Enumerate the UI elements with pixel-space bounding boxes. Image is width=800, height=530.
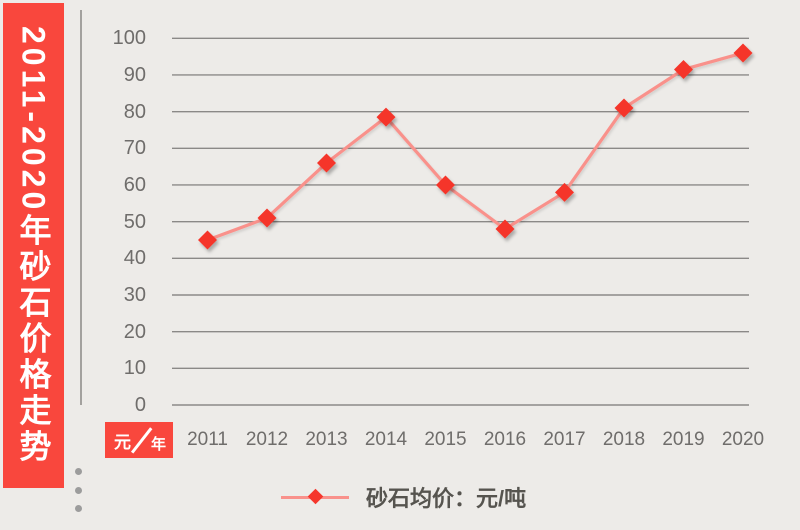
title-banner: 2011-2020年砂石价格走势 — [3, 3, 64, 488]
y-tick-label: 60 — [123, 173, 146, 196]
price-series-markers — [198, 43, 753, 250]
legend-diamond-icon — [307, 488, 324, 504]
data-point-diamond — [733, 43, 753, 63]
legend: 砂石均价：元/吨 — [281, 481, 526, 513]
y-tick-label: 80 — [123, 100, 146, 123]
data-point-diamond — [614, 98, 634, 118]
decorative-dot — [75, 487, 82, 494]
y-tick-label: 10 — [123, 357, 146, 380]
data-point-diamond — [317, 153, 336, 173]
data-point-diamond — [376, 107, 396, 127]
page-title: 2011-2020年砂石价格走势 — [15, 25, 52, 466]
legend-label: 砂石均价：元/吨 — [366, 486, 527, 511]
data-point-diamond — [436, 175, 455, 195]
y-tick-label: 30 — [123, 283, 146, 306]
x-tick-label: 2014 — [364, 429, 408, 450]
value-unit-label: 元 — [114, 433, 131, 452]
series-polyline — [205, 51, 745, 242]
data-point-diamond — [674, 59, 693, 79]
decorative-dot — [75, 468, 82, 475]
x-tick-label: 2013 — [305, 429, 348, 450]
legend-line-swatch — [281, 488, 349, 504]
y-tick-label: 20 — [123, 320, 146, 343]
data-point-diamond — [198, 230, 217, 250]
axis-unit-box: 元 年 — [105, 422, 173, 458]
x-tick-label: 2011 — [187, 429, 228, 450]
x-tick-label: 2015 — [424, 429, 467, 450]
x-tick-label: 2018 — [602, 429, 646, 450]
x-tick-label: 2017 — [543, 429, 586, 450]
unit-slash-icon — [130, 427, 153, 454]
y-tick-label: 50 — [123, 210, 146, 233]
y-tick-label: 90 — [123, 63, 146, 86]
decorative-dot — [75, 505, 82, 512]
data-point-diamond — [257, 208, 277, 228]
x-tick-label: 2019 — [662, 429, 705, 450]
price-series-line — [205, 51, 745, 242]
data-point-diamond — [495, 219, 515, 239]
y-tick-label: 100 — [112, 27, 146, 50]
vertical-divider — [80, 10, 82, 405]
y-tick-label: 0 — [134, 394, 146, 416]
y-tick-label: 40 — [123, 247, 146, 270]
x-tick-label: 2020 — [721, 429, 765, 450]
x-tick-label: 2016 — [483, 429, 527, 450]
x-tick-label: 2012 — [245, 429, 289, 450]
y-tick-label: 70 — [123, 137, 146, 160]
data-point-diamond — [555, 182, 574, 202]
category-unit-label: 年 — [150, 436, 166, 453]
